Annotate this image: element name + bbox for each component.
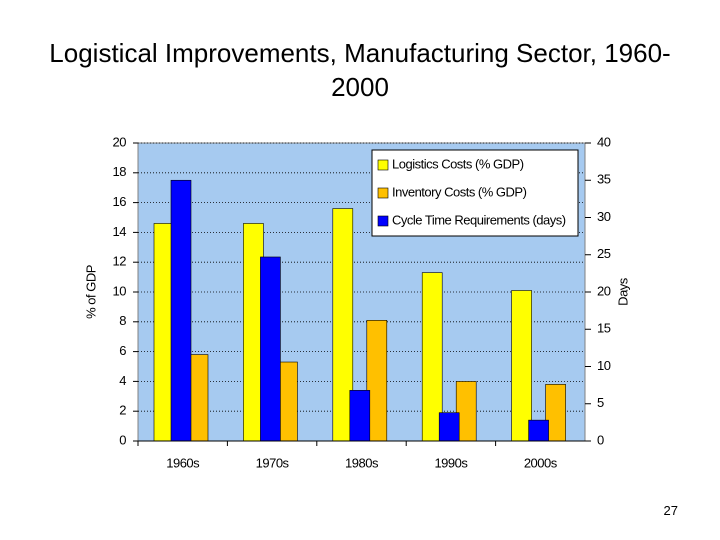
y-tick-label: 18 (113, 164, 127, 179)
y-axis-label: % of GDP (83, 265, 98, 319)
y-tick-label: 6 (119, 343, 126, 358)
y-tick-label: 0 (119, 432, 126, 447)
y2-tick-label: 35 (597, 172, 611, 187)
bar (511, 290, 532, 442)
y2-tick-label: 10 (597, 358, 611, 373)
chart-title: Logistical Improvements, Manufacturing S… (49, 38, 671, 102)
x-tick-label: 1980s (345, 455, 379, 470)
x-tick-label: 2000s (524, 455, 558, 470)
legend-label: Inventory Costs (% GDP) (392, 184, 527, 199)
y2-axis-label: Days (615, 277, 630, 306)
legend-label: Logistics Costs (% GDP) (392, 156, 524, 171)
x-tick-label: 1970s (256, 455, 290, 470)
legend-swatch (377, 215, 389, 227)
y2-tick-label: 5 (597, 395, 604, 410)
legend (371, 149, 579, 237)
y-tick-label: 10 (113, 283, 127, 298)
legend-swatch (377, 159, 389, 171)
legend-swatch (377, 187, 389, 199)
y-tick-label: 4 (119, 373, 126, 388)
y-tick-label: 16 (113, 194, 127, 209)
y-tick-label: 14 (113, 224, 127, 239)
y2-tick-label: 30 (597, 209, 611, 224)
y2-tick-label: 25 (597, 246, 611, 261)
y-tick-label: 12 (113, 254, 127, 269)
x-tick-label: 1960s (166, 455, 200, 470)
bar (260, 256, 281, 442)
y-tick-label: 8 (119, 313, 126, 328)
bar (528, 419, 549, 442)
y-tick-label: 2 (119, 403, 126, 418)
y2-tick-label: 15 (597, 321, 611, 336)
bar (170, 179, 192, 442)
y2-tick-label: 0 (597, 432, 604, 447)
y-tick-label: 20 (113, 134, 127, 149)
y2-tick-label: 40 (597, 134, 611, 149)
bar (349, 390, 371, 442)
y2-tick-label: 20 (597, 283, 611, 298)
x-tick-label: 1990s (434, 455, 468, 470)
slide-number: 27 (663, 503, 678, 518)
legend-label: Cycle Time Requirements (days) (392, 212, 566, 227)
bar (438, 412, 460, 442)
